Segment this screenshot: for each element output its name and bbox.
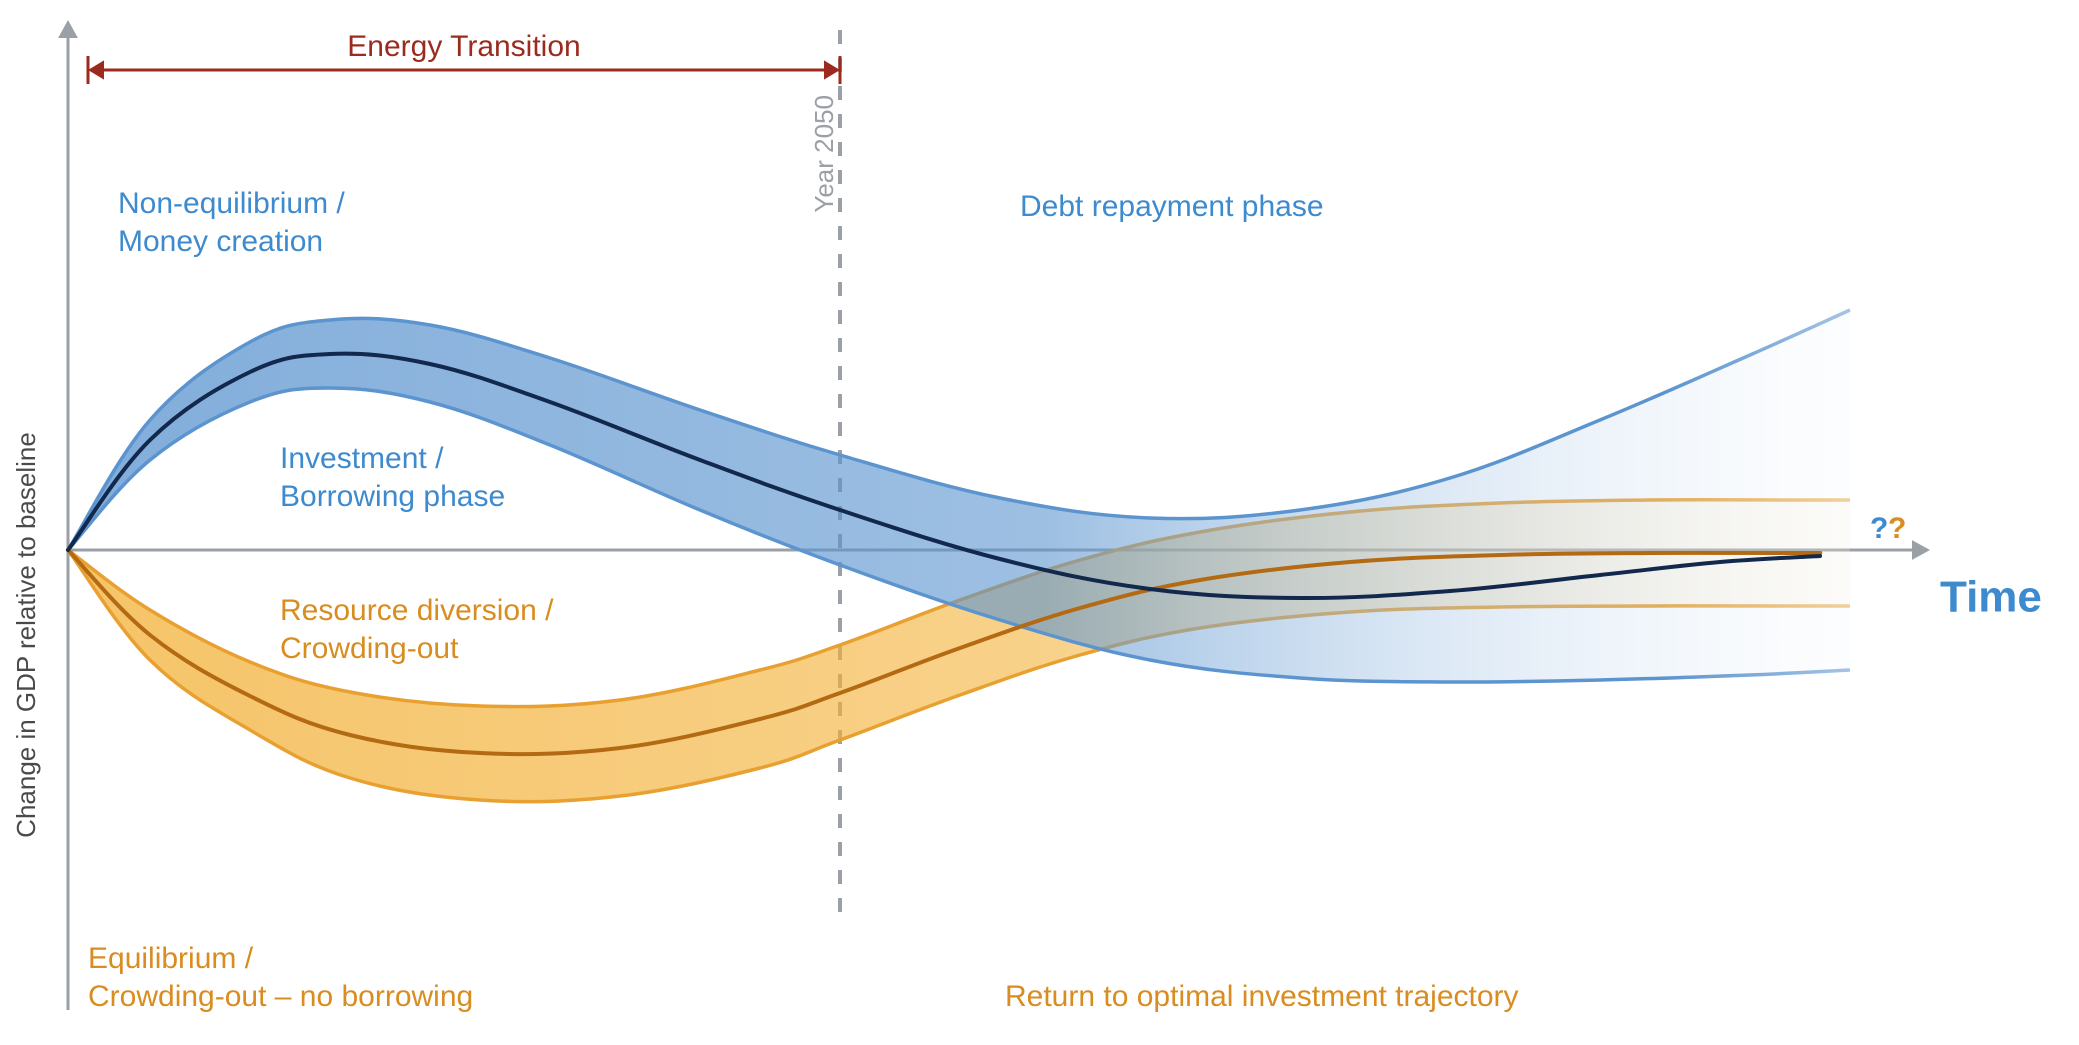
label-resource-diversion-line1: Resource diversion / (280, 594, 554, 627)
label-investment-line2: Borrowing phase (280, 480, 505, 513)
y-axis-label: Change in GDP relative to baseline (11, 432, 41, 838)
x-axis-label: Time (1940, 573, 2042, 622)
label-non-equilibrium-line2: Money creation (118, 225, 323, 258)
label-equilibrium-line1: Equilibrium / (88, 942, 254, 975)
y-axis-arrow-icon (58, 20, 78, 38)
question-mark-orange: ? (1888, 512, 1906, 545)
diagram-svg: Energy Transition Year 2050 Time Change in … (0, 0, 2079, 1045)
transition-label: Energy Transition (347, 30, 580, 63)
label-debt-repayment: Debt repayment phase (1020, 190, 1324, 223)
label-return-trajectory: Return to optimal investment trajectory (1005, 980, 1519, 1013)
year-2050-label: Year 2050 (809, 95, 839, 213)
x-axis-arrow-icon (1912, 540, 1930, 560)
label-equilibrium-line2: Crowding-out – no borrowing (88, 980, 473, 1013)
question-mark-blue: ? (1870, 512, 1888, 545)
transition-right-arrow-icon (824, 60, 840, 79)
label-non-equilibrium-line1: Non-equilibrium / (118, 187, 345, 220)
label-resource-diversion-line2: Crowding-out (280, 632, 459, 665)
label-investment-line1: Investment / (280, 442, 444, 475)
transition-left-arrow-icon (88, 60, 104, 79)
diagram-stage: Energy Transition Year 2050 Time Change in … (0, 0, 2079, 1045)
